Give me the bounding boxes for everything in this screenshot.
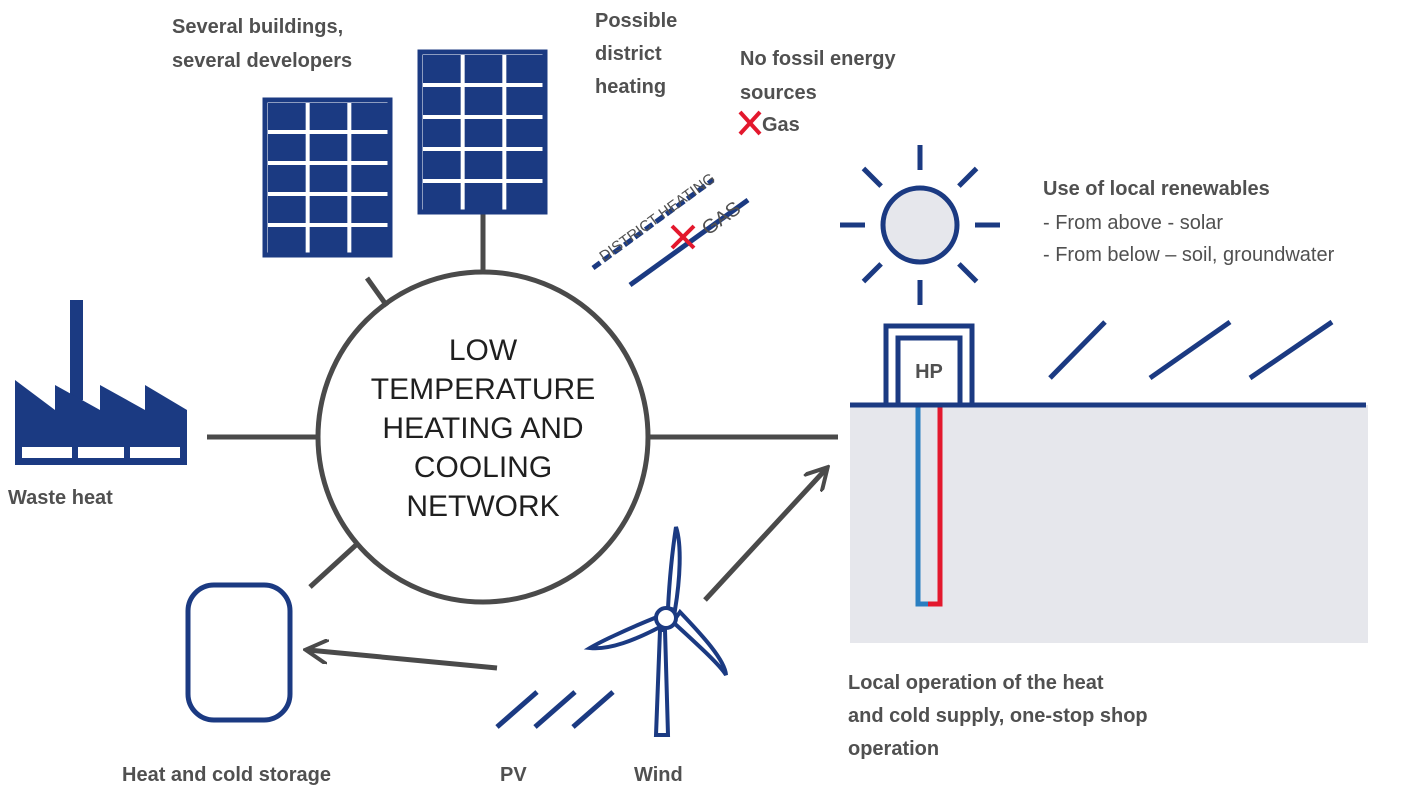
fossil-label: No fossil energy bbox=[740, 48, 896, 70]
labels: Several buildings, several developers Poss… bbox=[8, 10, 1335, 786]
sun-ray bbox=[863, 168, 881, 186]
panel-cell bbox=[506, 183, 544, 211]
diagram: Several buildings, several developers Poss… bbox=[0, 0, 1402, 787]
panel-cell bbox=[351, 196, 389, 223]
gas-label: Gas bbox=[762, 114, 800, 136]
sun-ray bbox=[959, 264, 977, 282]
panel-cell bbox=[423, 183, 461, 211]
panel-cell bbox=[268, 165, 306, 192]
panel-cell bbox=[351, 227, 389, 254]
pv-strokes bbox=[497, 692, 613, 727]
panel-cell bbox=[351, 134, 389, 161]
panel-cell bbox=[268, 134, 306, 161]
panel-cell bbox=[310, 103, 348, 130]
center-label: COOLING bbox=[414, 451, 552, 484]
operation-label: operation bbox=[848, 738, 939, 760]
panel-cell bbox=[268, 196, 306, 223]
panel-cell bbox=[423, 55, 461, 83]
panel-cell bbox=[506, 87, 544, 115]
operation-label: Local operation of the heat bbox=[848, 672, 1104, 694]
sun bbox=[840, 145, 1000, 305]
center-label: TEMPERATURE bbox=[371, 373, 595, 406]
wind-turbine bbox=[590, 527, 726, 735]
solar-panels bbox=[265, 52, 545, 255]
sun-ray bbox=[863, 264, 881, 282]
panel-cell bbox=[351, 103, 389, 130]
panel-cell bbox=[465, 151, 503, 179]
panel-cell bbox=[423, 151, 461, 179]
storage-label: Heat and cold storage bbox=[122, 764, 331, 786]
buildings-label: Several buildings, bbox=[172, 16, 343, 38]
panel-cell bbox=[465, 55, 503, 83]
operation-label: and cold supply, one-stop shop bbox=[848, 705, 1148, 727]
panel-cell bbox=[310, 165, 348, 192]
panel-cell bbox=[465, 183, 503, 211]
fossil-label: sources bbox=[740, 82, 817, 104]
panel-cell bbox=[268, 103, 306, 130]
panel-cell bbox=[268, 227, 306, 254]
panel-cell bbox=[310, 227, 348, 254]
renewables-item: - From below – soil, groundwater bbox=[1043, 244, 1335, 266]
district-label: heating bbox=[595, 76, 666, 98]
pipe-district-label: DISTRICT HEATING bbox=[596, 170, 718, 265]
center-label: LOW bbox=[449, 334, 518, 367]
pv-label: PV bbox=[500, 764, 527, 786]
panel-cell bbox=[423, 87, 461, 115]
panel-cell bbox=[465, 87, 503, 115]
hp-label: HP bbox=[915, 361, 943, 383]
renewables-item: - From above - solar bbox=[1043, 212, 1223, 234]
district-label: district bbox=[595, 43, 662, 65]
buildings-label: several developers bbox=[172, 50, 352, 72]
renewables-title: Use of local renewables bbox=[1043, 178, 1270, 200]
panel-cell bbox=[506, 55, 544, 83]
waste-label: Waste heat bbox=[8, 487, 113, 509]
center-label: NETWORK bbox=[406, 490, 559, 523]
panel-cell bbox=[351, 165, 389, 192]
storage-tank bbox=[188, 585, 290, 720]
wind-label: Wind bbox=[634, 764, 683, 786]
sun-ray bbox=[959, 168, 977, 186]
panel-cell bbox=[465, 119, 503, 147]
panel-cell bbox=[506, 119, 544, 147]
panel-cell bbox=[310, 196, 348, 223]
panel-cell bbox=[506, 151, 544, 179]
district-label: Possible bbox=[595, 10, 677, 32]
factory bbox=[15, 300, 187, 465]
panel-cell bbox=[310, 134, 348, 161]
panel-cell bbox=[423, 119, 461, 147]
center-label: HEATING AND bbox=[382, 412, 583, 445]
